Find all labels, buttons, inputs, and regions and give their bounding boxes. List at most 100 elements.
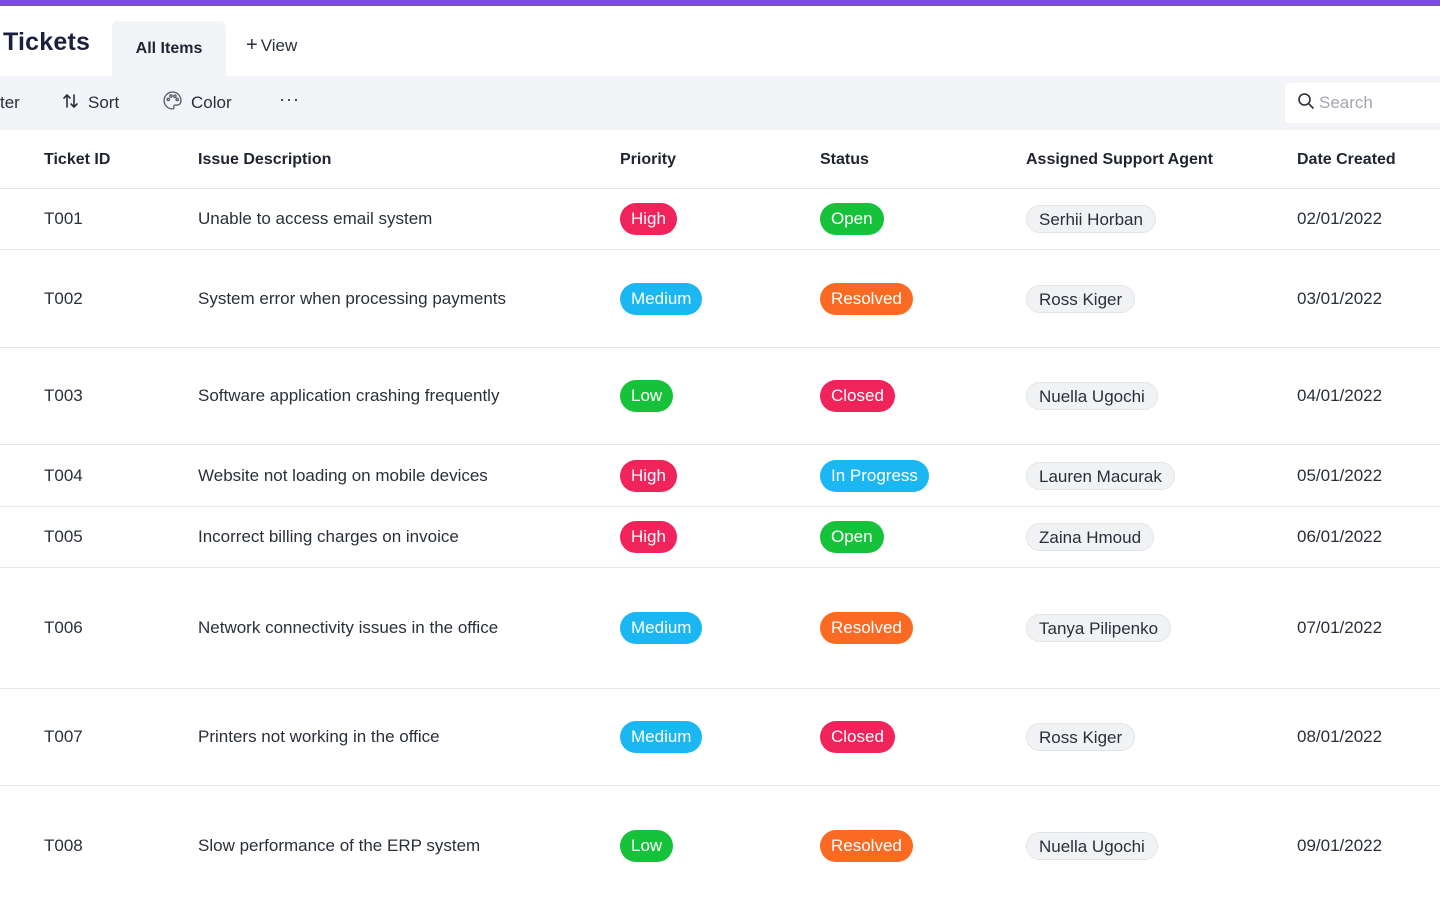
- issue-description-cell: Network connectivity issues in the offic…: [198, 618, 499, 637]
- column-header-assigned-agent[interactable]: Assigned Support Agent: [1026, 150, 1213, 168]
- sort-label: Sort: [88, 93, 120, 112]
- table-header: Ticket ID Issue Description Priority Sta…: [0, 130, 1440, 189]
- more-icon: ···: [279, 88, 300, 109]
- table-row[interactable]: T006 Network connectivity issues in the o…: [0, 568, 1440, 689]
- color-label: Color: [191, 93, 232, 112]
- agent-chip[interactable]: Ross Kiger: [1026, 284, 1136, 313]
- agent-chip[interactable]: Serhii Horban: [1026, 205, 1156, 233]
- agent-cell: Tanya Pilipenko: [1026, 568, 1172, 688]
- filter-button[interactable]: ter: [0, 76, 20, 130]
- tab-all-items[interactable]: All Items: [112, 21, 226, 76]
- status-cell: Open: [820, 189, 884, 249]
- status-cell: Open: [820, 507, 884, 567]
- ticket-id-cell: T003: [44, 386, 83, 405]
- column-header-status[interactable]: Status: [820, 150, 869, 168]
- status-cell: In Progress: [820, 445, 929, 506]
- table-row[interactable]: T004 Website not loading on mobile device…: [0, 445, 1440, 507]
- date-created-cell: 03/01/2022: [1297, 288, 1383, 308]
- date-created-cell: 08/01/2022: [1297, 727, 1383, 746]
- issue-description-cell: Slow performance of the ERP system: [198, 836, 481, 855]
- agent-cell: Serhii Horban: [1026, 189, 1156, 249]
- status-badge[interactable]: Closed: [820, 380, 895, 412]
- status-badge[interactable]: Closed: [820, 721, 895, 753]
- status-badge[interactable]: Resolved: [820, 612, 913, 644]
- status-badge[interactable]: Open: [820, 521, 884, 553]
- agent-chip[interactable]: Nuella Ugochi: [1026, 382, 1158, 410]
- status-cell: Closed: [820, 689, 895, 785]
- table-row[interactable]: T002 System error when processing payment…: [0, 250, 1440, 348]
- priority-cell: High: [620, 189, 677, 249]
- more-options-button[interactable]: ···: [279, 72, 300, 126]
- ticket-id-cell: T001: [44, 209, 83, 228]
- plus-icon: +: [246, 34, 258, 56]
- priority-cell: High: [620, 445, 677, 506]
- agent-chip[interactable]: Lauren Macurak: [1026, 461, 1175, 490]
- column-header-priority[interactable]: Priority: [620, 150, 677, 168]
- priority-badge[interactable]: Medium: [620, 282, 703, 315]
- column-header-ticket-id[interactable]: Ticket ID: [44, 150, 111, 168]
- search-box[interactable]: [1285, 83, 1440, 123]
- add-view-button[interactable]: + View: [246, 34, 298, 56]
- agent-cell: Ross Kiger: [1026, 689, 1136, 785]
- priority-badge[interactable]: Low: [620, 830, 674, 862]
- table-row[interactable]: T003 Software application crashing freque…: [0, 348, 1440, 445]
- sort-button[interactable]: Sort: [62, 76, 119, 130]
- priority-cell: Medium: [620, 250, 703, 347]
- status-cell: Resolved: [820, 250, 913, 347]
- table-row[interactable]: T005 Incorrect billing charges on invoice…: [0, 507, 1440, 568]
- palette-icon: [162, 90, 183, 116]
- agent-cell: Zaina Hmoud: [1026, 507, 1155, 567]
- ticket-id-cell: T005: [44, 527, 83, 546]
- status-badge[interactable]: Open: [820, 203, 884, 235]
- add-view-label: View: [260, 36, 298, 55]
- table-body: T001 Unable to access email system High Ope…: [0, 189, 1440, 900]
- priority-cell: Low: [620, 786, 674, 900]
- priority-badge[interactable]: High: [620, 203, 677, 235]
- table-row[interactable]: T007 Printers not working in the office Me…: [0, 689, 1440, 786]
- table-row[interactable]: T008 Slow performance of the ERP system Lo…: [0, 786, 1440, 900]
- column-header-issue-description[interactable]: Issue Description: [198, 150, 332, 168]
- ticket-id-cell: T008: [44, 836, 83, 855]
- priority-badge[interactable]: Low: [620, 380, 674, 412]
- date-created-cell: 04/01/2022: [1297, 386, 1383, 405]
- date-created-cell: 07/01/2022: [1297, 618, 1383, 637]
- date-created-cell: 06/01/2022: [1297, 527, 1383, 546]
- issue-description-cell: Unable to access email system: [198, 209, 433, 228]
- priority-badge[interactable]: Medium: [620, 721, 703, 753]
- priority-cell: High: [620, 507, 677, 567]
- date-created-cell: 02/01/2022: [1297, 209, 1383, 228]
- agent-chip[interactable]: Tanya Pilipenko: [1026, 614, 1172, 642]
- ticket-id-cell: T002: [44, 288, 83, 308]
- agent-chip[interactable]: Zaina Hmoud: [1026, 523, 1155, 551]
- agent-chip[interactable]: Ross Kiger: [1026, 723, 1136, 751]
- ticket-id-cell: T006: [44, 618, 83, 637]
- issue-description-cell: Incorrect billing charges on invoice: [198, 527, 459, 546]
- accent-bar: [0, 0, 1440, 6]
- status-badge[interactable]: In Progress: [820, 459, 929, 492]
- search-input[interactable]: [1319, 93, 1439, 113]
- priority-cell: Low: [620, 348, 674, 444]
- priority-cell: Medium: [620, 689, 703, 785]
- status-badge[interactable]: Resolved: [820, 282, 913, 315]
- priority-badge[interactable]: High: [620, 459, 677, 492]
- column-header-date-created[interactable]: Date Created: [1297, 150, 1396, 168]
- table-row[interactable]: T001 Unable to access email system High Ope…: [0, 189, 1440, 250]
- status-badge[interactable]: Resolved: [820, 830, 913, 862]
- filter-label: ter: [0, 93, 20, 112]
- priority-badge[interactable]: Medium: [620, 612, 703, 644]
- priority-badge[interactable]: High: [620, 521, 677, 553]
- color-button[interactable]: Color: [162, 76, 232, 130]
- tickets-table: Ticket ID Issue Description Priority Sta…: [0, 130, 1440, 900]
- issue-description-cell: System error when processing payments: [198, 288, 507, 308]
- agent-chip[interactable]: Nuella Ugochi: [1026, 832, 1158, 860]
- issue-description-cell: Software application crashing frequently: [198, 386, 500, 405]
- agent-cell: Nuella Ugochi: [1026, 348, 1158, 444]
- status-cell: Resolved: [820, 786, 913, 900]
- status-cell: Closed: [820, 348, 895, 444]
- agent-cell: Nuella Ugochi: [1026, 786, 1158, 900]
- agent-cell: Lauren Macurak: [1026, 445, 1175, 506]
- priority-cell: Medium: [620, 568, 703, 688]
- issue-description-cell: Website not loading on mobile devices: [198, 465, 488, 485]
- issue-description-cell: Printers not working in the office: [198, 727, 440, 746]
- date-created-cell: 05/01/2022: [1297, 465, 1383, 485]
